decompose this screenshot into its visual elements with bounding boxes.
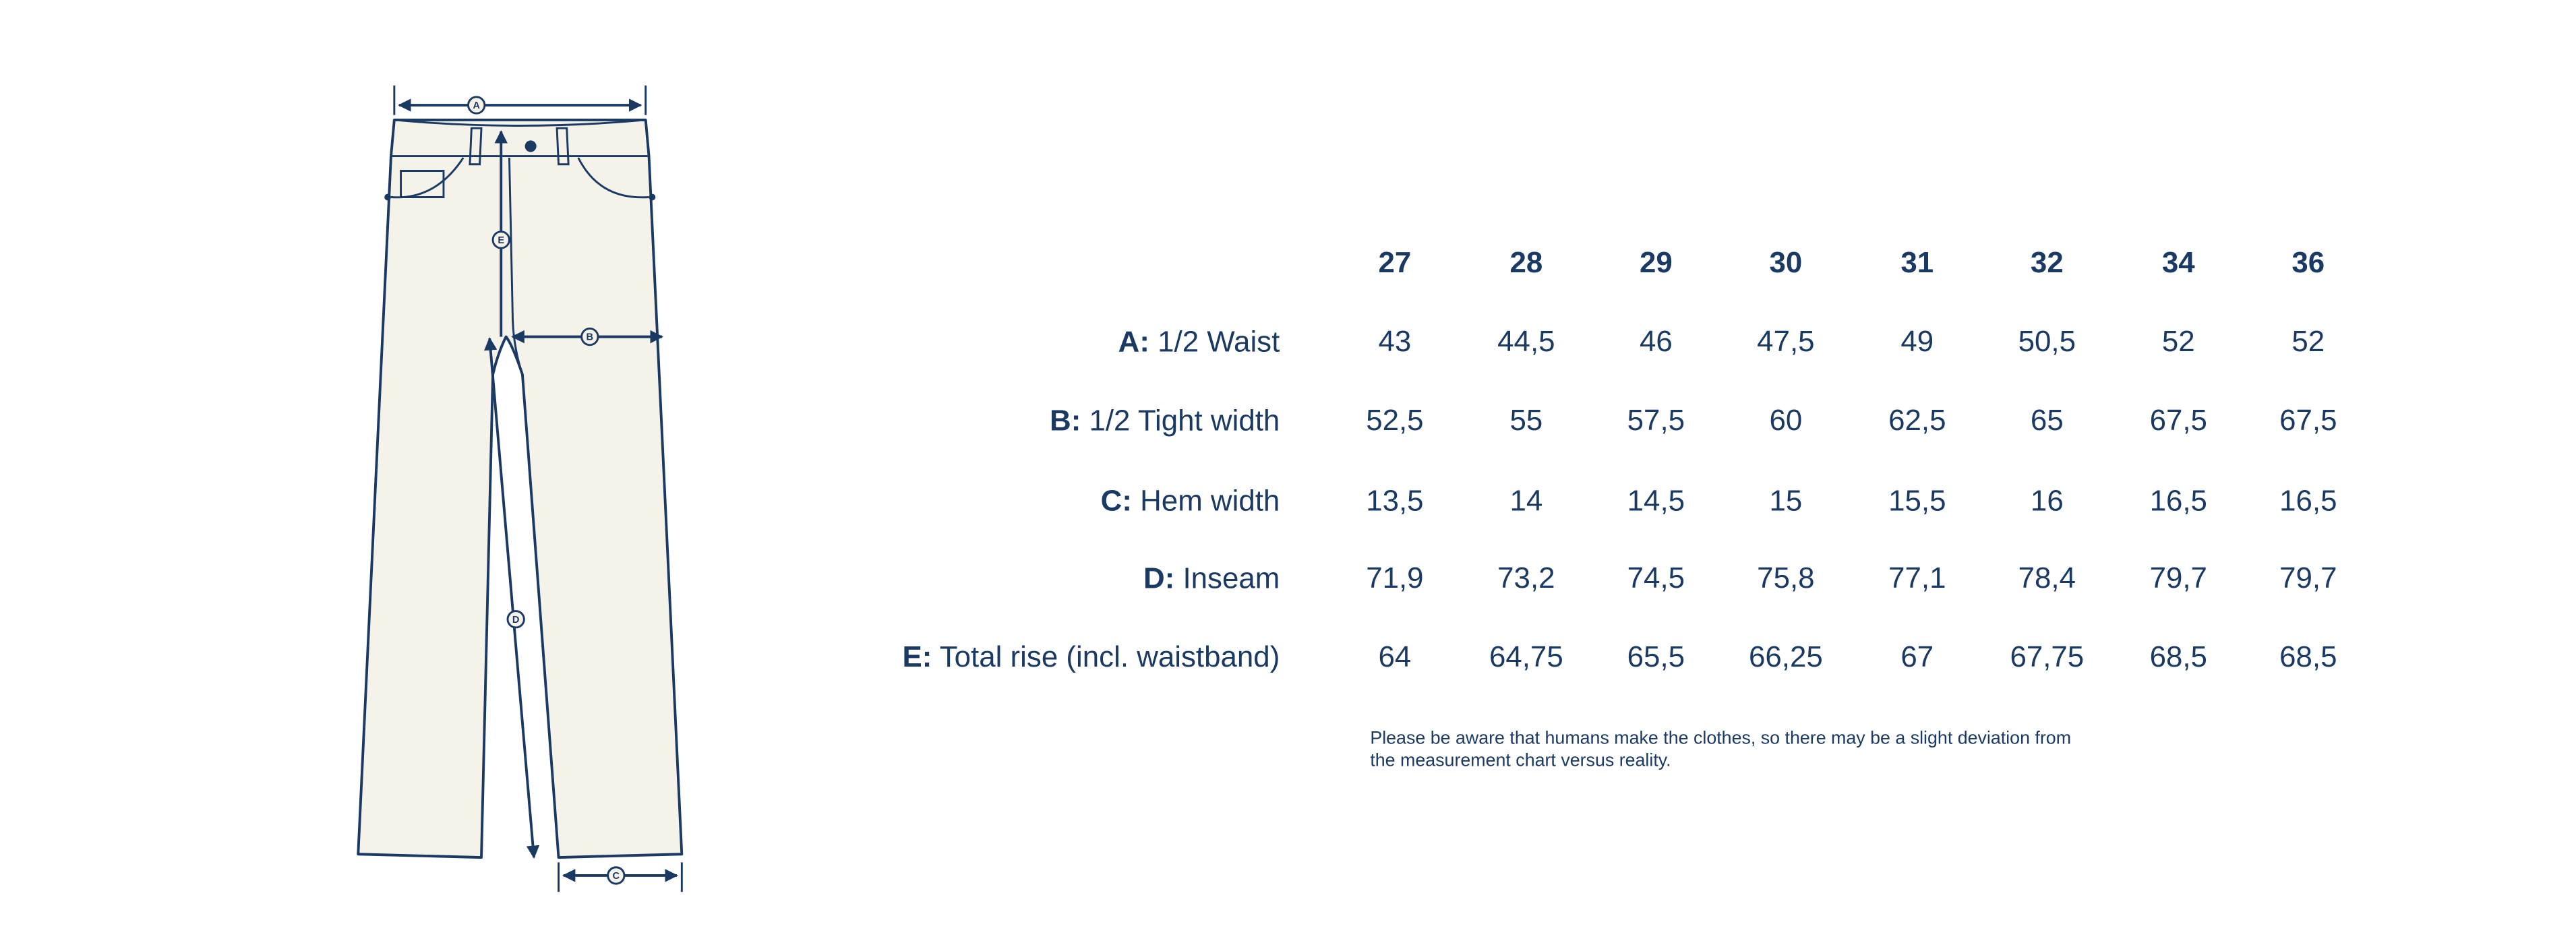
size-header: 32 [2031, 246, 2064, 279]
cell: 75,8 [1757, 561, 1814, 594]
dimension-label: E [498, 235, 504, 246]
row-name: 1/2 Tight width [1081, 404, 1280, 437]
size-header: 27 [1378, 246, 1411, 279]
cell: 13,5 [1366, 484, 1423, 517]
cell: 68,5 [2150, 640, 2207, 673]
cell: 15 [1769, 484, 1802, 517]
cell: 68,5 [2279, 640, 2337, 673]
cell: 65 [2031, 404, 2064, 437]
cell: 14,5 [1627, 484, 1685, 517]
cell: 65,5 [1627, 640, 1685, 673]
cell: 15,5 [1888, 484, 1946, 517]
cell: 43 [1378, 325, 1411, 358]
cell: 71,9 [1366, 561, 1423, 594]
cell: 62,5 [1888, 404, 1946, 437]
note-line: the measurement chart versus reality. [1370, 750, 1671, 770]
label-circle [467, 96, 486, 115]
cell: 67,75 [2010, 640, 2084, 673]
cell: 67 [1900, 640, 1934, 673]
label-circle [580, 327, 599, 346]
dimension-label: A [473, 100, 480, 111]
size-header: 28 [1509, 246, 1542, 279]
row-name: Total rise (incl. waistband) [932, 640, 1280, 673]
cell: 64 [1378, 640, 1411, 673]
row-label: D: Inseam [1143, 561, 1280, 594]
cell: 79,7 [2150, 561, 2207, 594]
size-header: 31 [1900, 246, 1934, 279]
dimension-label: C [613, 871, 620, 882]
row-key: D: [1143, 561, 1174, 594]
cell: 16 [2031, 484, 2064, 517]
row-name: Hem width [1132, 484, 1280, 517]
cell: 64,75 [1489, 640, 1563, 673]
cell: 52 [2162, 325, 2195, 358]
dimension-label: D [512, 615, 520, 625]
cell: 50,5 [2018, 325, 2076, 358]
size-header: 36 [2292, 246, 2325, 279]
cell: 52,5 [1366, 404, 1423, 437]
cell: 79,7 [2279, 561, 2337, 594]
cell: 14 [1509, 484, 1542, 517]
cell: 60 [1769, 404, 1802, 437]
row-key: C: [1101, 484, 1132, 517]
row-name: 1/2 Waist [1149, 325, 1280, 358]
cell: 52 [2292, 325, 2325, 358]
cell: 16,5 [2150, 484, 2207, 517]
label-circle [491, 231, 510, 249]
size-header: 29 [1640, 246, 1673, 279]
size-header: 34 [2162, 246, 2195, 279]
cell: 44,5 [1497, 325, 1555, 358]
size-header: 30 [1769, 246, 1802, 279]
row-key: B: [1050, 404, 1081, 437]
cell: 74,5 [1627, 561, 1685, 594]
size-table: 27 28 29 30 31 32 34 36 A: 1/2 Waist 43 44,5 46 47,5… [902, 246, 2337, 673]
cell: 77,1 [1888, 561, 1946, 594]
note: Please be aware that humans make the clo… [1370, 728, 2071, 770]
label-circle [506, 610, 525, 629]
row-name: Inseam [1174, 561, 1280, 594]
cell: 66,25 [1749, 640, 1823, 673]
row-label: E: Total rise (incl. waistband) [902, 640, 1280, 673]
pants-diagram: A B C D E [357, 85, 684, 892]
cell: 57,5 [1627, 404, 1685, 437]
row-label: C: Hem width [1101, 484, 1280, 517]
cell: 67,5 [2279, 404, 2337, 437]
cell: 78,4 [2018, 561, 2076, 594]
cell: 16,5 [2279, 484, 2337, 517]
cell: 47,5 [1757, 325, 1814, 358]
row-label: A: 1/2 Waist [1118, 325, 1280, 358]
cell: 73,2 [1497, 561, 1555, 594]
cell: 67,5 [2150, 404, 2207, 437]
row-label: B: 1/2 Tight width [1050, 404, 1280, 437]
cell: 46 [1640, 325, 1673, 358]
cell: 55 [1509, 404, 1542, 437]
label-circle [607, 866, 626, 885]
dimension-label: B [587, 332, 594, 343]
cell: 49 [1900, 325, 1934, 358]
row-key: E: [902, 640, 932, 673]
row-key: A: [1118, 325, 1149, 358]
note-line: Please be aware that humans make the clo… [1370, 728, 2071, 748]
